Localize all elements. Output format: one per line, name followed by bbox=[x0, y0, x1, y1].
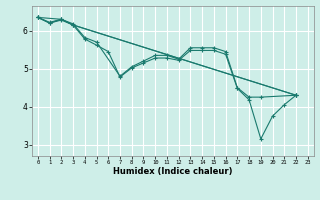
X-axis label: Humidex (Indice chaleur): Humidex (Indice chaleur) bbox=[113, 167, 233, 176]
